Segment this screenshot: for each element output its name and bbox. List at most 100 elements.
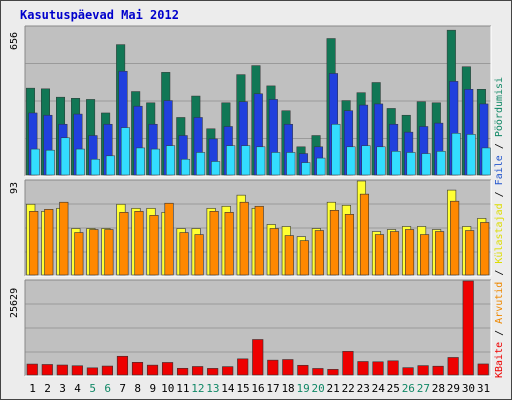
- bar-kbaite-day-11: [177, 367, 189, 376]
- legend-item-0: KBaite: [494, 341, 505, 378]
- bar-pringud-day-29: [451, 133, 461, 176]
- bar-kbaite-day-7: [116, 355, 129, 376]
- bar-arvutid-day-3: [59, 201, 69, 276]
- bar-pringud-day-15: [241, 145, 251, 176]
- bar-pringud-day-13: [211, 161, 221, 176]
- bar-pringud-day-3: [60, 137, 70, 176]
- bar-kbaite-day-4: [71, 365, 83, 376]
- bar-pringud-day-8: [135, 147, 145, 176]
- bar-arvutid-day-9: [149, 215, 159, 276]
- bar-kbaite-day-19: [297, 364, 309, 376]
- bar-arvutid-day-24: [374, 234, 385, 276]
- legend-item-8: Pöördumisi: [494, 76, 505, 138]
- bar-arvutid-day-29: [450, 200, 460, 276]
- x-tick-label-27: 27: [417, 382, 430, 395]
- bar-arvutid-day-21: [329, 210, 339, 276]
- x-tick-label-31: 31: [477, 382, 490, 395]
- chart-title: Kasutuspäevad Mai 2012: [20, 8, 179, 22]
- bar-pringud-day-14: [226, 145, 236, 176]
- bar-pringud-day-19: [301, 162, 311, 176]
- x-tick-label-7: 7: [119, 382, 126, 395]
- bar-arvutid-day-23: [359, 193, 370, 276]
- bar-kbaite-day-15: [237, 358, 249, 376]
- x-tick-label-26: 26: [402, 382, 415, 395]
- x-tick-label-25: 25: [387, 382, 400, 395]
- bar-arvutid-day-5: [89, 229, 99, 276]
- bar-arvutid-day-27: [420, 234, 430, 276]
- legend: KBaite / Arvutid / Külastajad / Faile / …: [494, 30, 510, 378]
- bar-arvutid-day-20: [314, 230, 324, 276]
- x-tick-label-24: 24: [372, 382, 386, 395]
- bar-pringud-day-26: [406, 152, 416, 176]
- bar-pringud-day-22: [346, 146, 356, 176]
- bar-kbaite-day-29: [447, 357, 459, 376]
- bar-pringud-day-6: [105, 155, 115, 176]
- x-tick-label-4: 4: [74, 382, 81, 395]
- legend-item-5: /: [494, 185, 505, 204]
- x-tick-label-21: 21: [327, 382, 340, 395]
- x-tick-label-1: 1: [29, 382, 36, 395]
- bar-pringud-day-31: [481, 147, 491, 176]
- bar-arvutid-day-2: [44, 209, 54, 276]
- bar-pringud-day-17: [271, 152, 281, 176]
- bar-kbaite-day-27: [417, 365, 429, 376]
- bar-kbaite-day-12: [192, 366, 204, 376]
- bar-kbaite-day-21: [327, 369, 339, 376]
- bar-pringud-day-9: [151, 148, 161, 176]
- bar-kbaite-day-13: [207, 368, 219, 376]
- bar-kbaite-day-30: [462, 280, 474, 376]
- bar-pringud-day-4: [75, 148, 85, 176]
- bar-pringud-day-24: [376, 146, 386, 176]
- x-tick-label-17: 17: [266, 382, 279, 395]
- bar-arvutid-day-8: [134, 211, 144, 276]
- x-tick-label-22: 22: [342, 382, 355, 395]
- x-tick-label-20: 20: [312, 382, 325, 395]
- panel2-ymax-label: 93: [9, 181, 20, 194]
- bar-kbaite-day-31: [477, 363, 489, 376]
- bar-kbaite-day-3: [56, 364, 68, 376]
- bar-arvutid-day-22: [344, 214, 354, 276]
- legend-item-3: /: [494, 263, 505, 282]
- bar-pringud-day-12: [196, 152, 206, 176]
- x-tick-label-28: 28: [432, 382, 445, 395]
- bar-pringud-day-11: [181, 158, 191, 176]
- bar-arvutid-day-25: [389, 231, 400, 276]
- x-tick-label-14: 14: [221, 382, 235, 395]
- legend-item-1: /: [494, 323, 505, 342]
- bar-kbaite-day-23: [357, 361, 369, 376]
- bar-arvutid-day-1: [29, 211, 39, 276]
- x-tick-label-3: 3: [59, 382, 66, 395]
- bar-kbaite-day-2: [41, 364, 53, 376]
- x-tick-label-5: 5: [89, 382, 96, 395]
- bar-kbaite-day-10: [161, 362, 174, 376]
- bar-arvutid-day-12: [194, 234, 204, 276]
- x-tick-label-11: 11: [176, 382, 189, 395]
- bar-arvutid-day-19: [299, 240, 309, 276]
- bar-kbaite-day-26: [402, 367, 414, 376]
- legend-item-2: Arvutid: [494, 281, 505, 324]
- bar-kbaite-day-18: [282, 359, 294, 376]
- x-tick-label-12: 12: [191, 382, 204, 395]
- bar-arvutid-day-26: [405, 229, 415, 276]
- bar-arvutid-day-30: [465, 230, 475, 276]
- bar-kbaite-day-20: [312, 368, 324, 376]
- bar-kbaite-day-22: [342, 351, 354, 376]
- bar-pringud-day-21: [331, 123, 341, 176]
- x-tick-label-9: 9: [149, 382, 156, 395]
- bar-arvutid-day-17: [269, 228, 279, 276]
- bar-pringud-day-23: [361, 145, 371, 176]
- bar-arvutid-day-15: [239, 201, 249, 276]
- bar-kbaite-day-25: [387, 360, 399, 376]
- bar-pringud-day-28: [436, 151, 446, 176]
- bar-kbaite-day-28: [432, 365, 444, 376]
- bar-arvutid-day-4: [74, 232, 84, 276]
- bar-pringud-day-7: [120, 127, 130, 176]
- bar-arvutid-day-6: [104, 229, 114, 276]
- bar-arvutid-day-11: [179, 232, 189, 276]
- x-tick-label-13: 13: [206, 382, 219, 395]
- bar-pringud-day-5: [90, 158, 100, 176]
- bar-arvutid-day-28: [435, 231, 445, 276]
- bar-pringud-day-1: [30, 148, 40, 176]
- bar-arvutid-day-7: [119, 212, 129, 276]
